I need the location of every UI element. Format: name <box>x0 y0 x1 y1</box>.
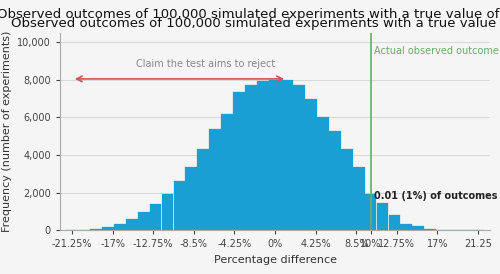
Bar <box>245 85 257 230</box>
Bar <box>341 149 352 230</box>
Text: Actual observed outcome: Actual observed outcome <box>374 46 500 56</box>
Bar <box>329 131 340 230</box>
Y-axis label: Frequency (number of experiments): Frequency (number of experiments) <box>2 31 12 232</box>
Bar <box>317 118 328 230</box>
Bar <box>257 81 269 230</box>
Bar <box>293 85 305 230</box>
Bar <box>150 204 162 230</box>
Text: Observed outcomes of 100,000 simulated experiments with a true value of: Observed outcomes of 100,000 simulated e… <box>0 8 500 21</box>
Bar <box>210 129 221 230</box>
Bar <box>162 195 173 230</box>
Bar <box>364 195 376 230</box>
Bar <box>352 167 364 230</box>
Text: 0.01 (1%) of outcomes ≥10%: 0.01 (1%) of outcomes ≥10% <box>374 191 500 201</box>
Bar <box>174 181 186 230</box>
Bar <box>222 114 233 230</box>
Bar <box>400 224 412 230</box>
Bar <box>424 229 436 230</box>
Bar <box>126 219 138 230</box>
Bar <box>114 224 126 230</box>
Bar <box>388 215 400 230</box>
Bar <box>412 226 424 230</box>
Bar <box>198 149 209 230</box>
Text: Claim the test aims to reject: Claim the test aims to reject <box>136 59 276 68</box>
Bar <box>138 212 149 230</box>
Title: Observed outcomes of 100,000 simulated experiments with a true value of 0%: Observed outcomes of 100,000 simulated e… <box>11 17 500 30</box>
Bar <box>234 92 245 230</box>
Bar <box>305 99 316 230</box>
X-axis label: Percentage difference: Percentage difference <box>214 255 336 265</box>
Bar <box>102 227 114 230</box>
Bar <box>376 203 388 230</box>
Bar <box>90 229 102 230</box>
Bar <box>281 80 293 230</box>
Bar <box>186 167 198 230</box>
Bar <box>269 80 281 230</box>
